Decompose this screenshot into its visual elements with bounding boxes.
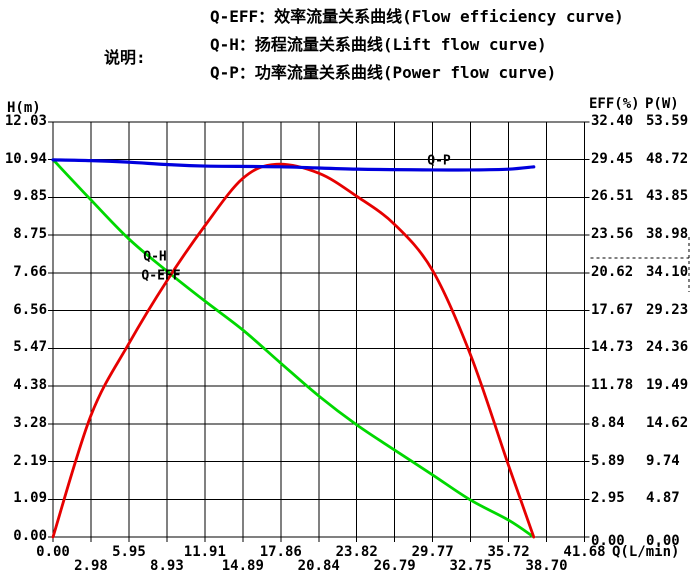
curve-label-q-h: Q-H bbox=[143, 249, 167, 265]
curve-q-p bbox=[51, 158, 536, 172]
y-right-p-tick: 43.85 bbox=[646, 188, 689, 205]
y-right-eff-tick: 23.56 bbox=[591, 226, 634, 243]
x-tick: 26.79 bbox=[373, 558, 416, 574]
x-tick: 35.72 bbox=[487, 544, 530, 560]
y-right-eff-tick: 17.67 bbox=[591, 301, 634, 318]
x-tick: 38.70 bbox=[525, 558, 568, 574]
x-tick: 14.89 bbox=[221, 558, 264, 574]
legend-line-q-h: Q-H：扬程流量关系曲线(Lift flow curve) bbox=[210, 35, 547, 54]
legend-line-q-eff: Q-EFF：效率流量关系曲线(Flow efficiency curve) bbox=[210, 7, 624, 26]
x-tick: 32.75 bbox=[449, 558, 492, 574]
y-right-eff-tick: 14.73 bbox=[591, 339, 634, 356]
y-left-tick: 3.28 bbox=[13, 414, 47, 431]
x-tick: 29.77 bbox=[411, 544, 454, 560]
x-tick: 5.95 bbox=[112, 544, 146, 560]
y-right-p-tick: 29.23 bbox=[646, 301, 689, 318]
y-right-eff-tick: 32.40 bbox=[591, 113, 634, 129]
y-right-eff-tick: 0.00 bbox=[591, 533, 625, 549]
y-left-tick: 4.38 bbox=[13, 377, 47, 394]
y-right-p-tick: 38.98 bbox=[646, 226, 689, 243]
curve-label-q-eff: Q-EFF bbox=[141, 268, 181, 284]
y-left-tick: 10.94 bbox=[4, 150, 47, 167]
legend: Q-EFF：效率流量关系曲线(Flow efficiency curve) Q-… bbox=[210, 8, 624, 92]
y-right-eff-tick: 5.89 bbox=[591, 452, 625, 469]
right-axis-title-eff: EFF(%) bbox=[589, 96, 640, 112]
curve-q-h bbox=[51, 158, 536, 539]
y-left-tick: 12.03 bbox=[4, 113, 47, 129]
left-axis-title: H(m) bbox=[7, 100, 41, 116]
x-tick: 2.98 bbox=[74, 558, 108, 574]
y-right-eff-tick: 26.51 bbox=[591, 188, 634, 205]
y-right-eff-tick: 8.84 bbox=[591, 414, 625, 431]
y-right-p-tick: 34.10 bbox=[646, 263, 689, 280]
x-tick: 0.00 bbox=[36, 544, 70, 560]
y-right-p-tick: 48.72 bbox=[646, 150, 689, 167]
y-right-p-tick: 24.36 bbox=[646, 339, 689, 356]
y-left-tick: 0.00 bbox=[13, 528, 47, 544]
y-left-tick: 7.66 bbox=[13, 263, 47, 280]
x-axis-title: Q(L/min) bbox=[612, 544, 680, 560]
y-right-p-tick: 9.74 bbox=[646, 452, 680, 469]
y-right-p-tick: 14.62 bbox=[646, 414, 689, 431]
y-left-tick: 8.75 bbox=[13, 226, 47, 243]
x-tick: 17.86 bbox=[259, 544, 302, 560]
notes-label: 说明: bbox=[104, 48, 146, 67]
y-left-tick: 2.19 bbox=[13, 452, 47, 469]
right-axis-title-p: P(W) bbox=[645, 96, 679, 112]
y-left-tick: 9.85 bbox=[13, 188, 47, 205]
curve-label-q-p: Q-P bbox=[427, 153, 451, 169]
y-left-tick: 5.47 bbox=[13, 339, 47, 356]
y-left-tick: 1.09 bbox=[13, 490, 47, 507]
y-right-eff-tick: 29.45 bbox=[591, 150, 634, 167]
rated-point-marker bbox=[590, 236, 690, 293]
grid bbox=[48, 121, 590, 542]
x-tick: 23.82 bbox=[335, 544, 378, 560]
y-right-p-tick: 19.49 bbox=[646, 377, 689, 394]
x-tick: 8.93 bbox=[150, 558, 184, 574]
curve-q-eff bbox=[51, 162, 536, 539]
y-right-eff-tick: 2.95 bbox=[591, 490, 625, 507]
x-tick: 11.91 bbox=[183, 544, 226, 560]
x-tick: 41.68 bbox=[563, 544, 606, 560]
y-right-eff-tick: 11.78 bbox=[591, 377, 634, 394]
y-left-tick: 6.56 bbox=[13, 301, 47, 318]
x-tick: 20.84 bbox=[297, 558, 340, 574]
y-right-p-tick: 4.87 bbox=[646, 490, 680, 507]
y-right-eff-tick: 20.62 bbox=[591, 263, 634, 280]
legend-line-q-p: Q-P：功率流量关系曲线(Power flow curve) bbox=[210, 63, 557, 82]
y-right-p-tick: 53.59 bbox=[646, 113, 689, 129]
y-right-p-tick: 0.00 bbox=[646, 533, 680, 549]
